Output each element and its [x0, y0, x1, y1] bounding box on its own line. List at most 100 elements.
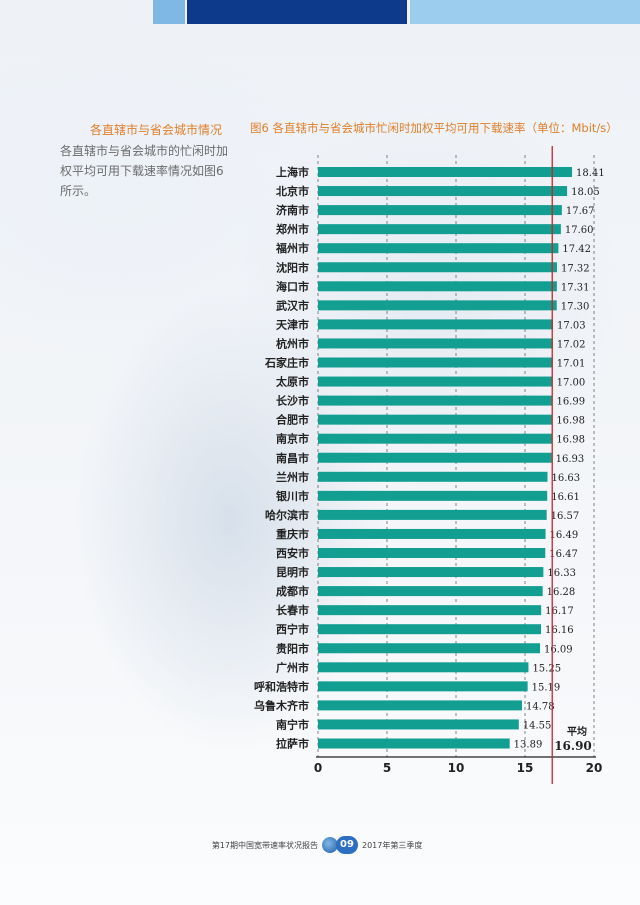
bar [318, 186, 568, 197]
value-label: 15.25 [532, 663, 561, 674]
bar [318, 395, 553, 406]
x-tick-label: 20 [586, 761, 603, 775]
bar [318, 624, 542, 635]
value-label: 16.61 [551, 492, 580, 503]
category-label: 重庆市 [276, 527, 309, 541]
value-label: 17.31 [561, 282, 590, 293]
bar [318, 643, 541, 654]
bar [318, 509, 547, 520]
value-label: 16.28 [547, 587, 576, 598]
chart-title: 图6 各直辖市与省会城市忙闲时加权平均可用下载速率（单位：Mbit/s） [250, 121, 618, 135]
category-label: 福州市 [275, 241, 309, 255]
value-label: 16.99 [556, 397, 585, 408]
value-label: 17.01 [557, 359, 586, 370]
value-label: 18.41 [576, 168, 605, 179]
bar [318, 357, 553, 368]
category-label: 上海市 [276, 165, 309, 179]
value-label: 16.33 [547, 568, 576, 579]
value-label: 17.30 [561, 301, 590, 312]
category-label: 贵阳市 [276, 641, 309, 655]
category-label: 广州市 [276, 660, 309, 674]
category-label: 乌鲁木齐市 [254, 698, 309, 712]
header-bar-light [153, 0, 185, 24]
category-label: 银川市 [276, 489, 309, 503]
bar [318, 738, 510, 749]
category-label: 南昌市 [276, 451, 309, 465]
category-label: 南京市 [276, 432, 309, 446]
footer-report-name: 第17期中国宽带速率状况报告 [211, 841, 318, 850]
value-label: 14.78 [526, 701, 555, 712]
value-label: 14.55 [523, 720, 552, 731]
section-description: 各直辖市与省会城市的忙闲时加权平均可用下载速率情况如图6所示。 [60, 144, 229, 198]
value-label: 16.57 [551, 511, 580, 522]
bar [318, 452, 552, 463]
value-label: 17.32 [561, 263, 590, 274]
bar [318, 167, 573, 177]
category-label: 呼和浩特市 [254, 679, 309, 693]
bar [318, 205, 562, 216]
bar [318, 224, 561, 235]
value-label: 16.93 [556, 454, 585, 465]
value-label: 16.49 [550, 530, 579, 541]
x-tick-label: 10 [448, 761, 465, 775]
category-label: 南宁市 [276, 717, 309, 731]
category-label: 北京市 [276, 184, 309, 198]
average-label: 平均 [567, 725, 587, 738]
header-bar-dark [187, 0, 407, 24]
value-label: 17.60 [565, 225, 594, 236]
bar [318, 662, 529, 673]
footer-quarter: 2017年第三季度 [362, 841, 423, 850]
bar [318, 719, 519, 730]
bar [318, 338, 553, 349]
category-label: 沈阳市 [276, 260, 309, 274]
value-label: 16.98 [556, 416, 585, 427]
category-label: 兰州市 [276, 470, 309, 484]
category-label: 成都市 [276, 584, 309, 598]
value-label: 17.03 [557, 320, 586, 331]
category-label: 石家庄市 [264, 356, 309, 370]
page-number: 09 [336, 836, 358, 854]
category-label: 哈尔滨市 [265, 508, 309, 522]
category-label: 天津市 [276, 317, 309, 331]
average-value: 16.90 [554, 739, 592, 753]
page-footer: 第17期中国宽带速率状况报告 09 2017年第三季度 [0, 836, 640, 858]
category-label: 合肥市 [276, 413, 309, 427]
bar [318, 605, 542, 616]
category-label: 海口市 [276, 279, 309, 293]
bar [318, 528, 546, 539]
value-label: 18.05 [571, 187, 600, 198]
bar [318, 281, 557, 292]
bar [318, 490, 548, 501]
value-label: 16.17 [545, 606, 574, 617]
value-label: 16.09 [544, 644, 573, 655]
category-label: 长沙市 [276, 394, 309, 408]
value-label: 15.19 [532, 682, 561, 693]
bar [318, 319, 554, 330]
category-label: 郑州市 [276, 222, 309, 236]
bar [318, 414, 553, 425]
bar [318, 548, 546, 558]
value-label: 17.67 [566, 206, 595, 217]
section-title: 各直辖市与省会城市情况 [89, 123, 222, 137]
value-label: 17.42 [562, 244, 591, 255]
bar [318, 300, 557, 311]
bar [318, 376, 553, 387]
bar [318, 243, 559, 254]
value-label: 16.98 [556, 435, 585, 446]
category-label: 昆明市 [276, 565, 309, 579]
x-tick-label: 15 [517, 761, 534, 775]
header-bar-pale [410, 0, 640, 24]
category-label: 拉萨市 [276, 737, 309, 751]
category-label: 杭州市 [276, 336, 309, 350]
x-tick-label: 5 [383, 761, 391, 775]
value-label: 16.16 [545, 625, 574, 636]
value-label: 16.63 [551, 473, 580, 484]
bar [318, 681, 528, 692]
value-label: 17.00 [557, 378, 586, 389]
category-label: 西安市 [276, 546, 309, 560]
bar [318, 567, 544, 578]
category-label: 济南市 [276, 203, 309, 217]
category-label: 长春市 [276, 603, 309, 617]
